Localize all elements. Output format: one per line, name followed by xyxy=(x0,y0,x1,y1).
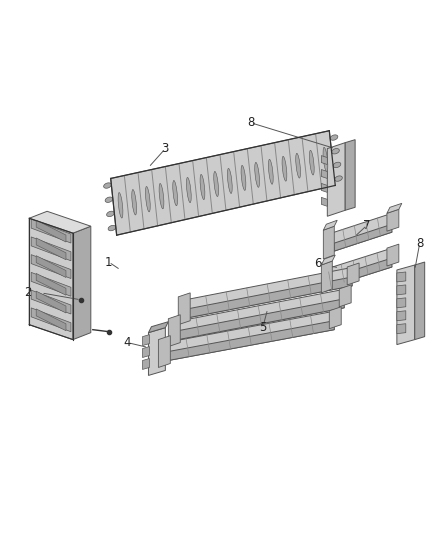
Polygon shape xyxy=(31,255,71,279)
Polygon shape xyxy=(334,224,392,251)
Polygon shape xyxy=(332,258,392,286)
Polygon shape xyxy=(329,249,392,286)
Polygon shape xyxy=(142,346,149,358)
Ellipse shape xyxy=(132,190,137,215)
Text: 3: 3 xyxy=(162,142,169,155)
Polygon shape xyxy=(397,272,406,282)
Polygon shape xyxy=(36,309,66,331)
Polygon shape xyxy=(168,315,180,346)
Ellipse shape xyxy=(332,149,339,154)
Polygon shape xyxy=(321,169,327,179)
Ellipse shape xyxy=(200,174,205,199)
Text: 8: 8 xyxy=(247,116,254,130)
Polygon shape xyxy=(397,324,406,334)
Ellipse shape xyxy=(241,165,246,190)
Polygon shape xyxy=(323,226,334,259)
Polygon shape xyxy=(29,211,91,233)
Polygon shape xyxy=(397,265,415,345)
Polygon shape xyxy=(165,312,334,360)
Polygon shape xyxy=(387,203,402,213)
Polygon shape xyxy=(397,285,406,295)
Polygon shape xyxy=(321,261,332,293)
Polygon shape xyxy=(339,285,351,307)
Polygon shape xyxy=(31,219,71,243)
Ellipse shape xyxy=(106,211,114,216)
Polygon shape xyxy=(36,220,66,242)
Ellipse shape xyxy=(173,181,177,206)
Polygon shape xyxy=(321,156,327,165)
Ellipse shape xyxy=(187,177,191,203)
Polygon shape xyxy=(331,214,392,251)
Polygon shape xyxy=(159,336,170,367)
Polygon shape xyxy=(323,220,337,230)
Polygon shape xyxy=(31,308,71,332)
Ellipse shape xyxy=(214,172,219,197)
Ellipse shape xyxy=(309,150,314,175)
Ellipse shape xyxy=(105,197,113,203)
Polygon shape xyxy=(397,298,406,308)
Ellipse shape xyxy=(323,147,328,172)
Ellipse shape xyxy=(118,192,123,218)
Ellipse shape xyxy=(255,163,260,187)
Polygon shape xyxy=(36,291,66,313)
Polygon shape xyxy=(111,131,335,235)
Polygon shape xyxy=(188,277,352,318)
Polygon shape xyxy=(29,218,73,340)
Ellipse shape xyxy=(104,183,111,188)
Polygon shape xyxy=(321,183,327,192)
Polygon shape xyxy=(178,299,344,340)
Ellipse shape xyxy=(227,168,232,193)
Polygon shape xyxy=(148,328,165,375)
Polygon shape xyxy=(168,321,334,360)
Polygon shape xyxy=(36,273,66,295)
Text: 6: 6 xyxy=(314,256,322,270)
Ellipse shape xyxy=(296,154,300,178)
Polygon shape xyxy=(185,268,352,318)
Polygon shape xyxy=(36,256,66,278)
Polygon shape xyxy=(142,335,149,345)
Text: 5: 5 xyxy=(259,321,266,334)
Polygon shape xyxy=(73,226,91,340)
Polygon shape xyxy=(327,143,345,216)
Polygon shape xyxy=(387,209,399,231)
Ellipse shape xyxy=(330,135,338,140)
Polygon shape xyxy=(178,293,190,325)
Polygon shape xyxy=(36,238,66,260)
Polygon shape xyxy=(321,255,335,265)
Ellipse shape xyxy=(268,159,273,184)
Text: 1: 1 xyxy=(105,255,113,269)
Polygon shape xyxy=(31,272,71,296)
Ellipse shape xyxy=(145,187,150,212)
Polygon shape xyxy=(397,311,406,321)
Polygon shape xyxy=(415,262,425,340)
Ellipse shape xyxy=(282,156,287,181)
Polygon shape xyxy=(31,237,71,261)
Polygon shape xyxy=(321,197,327,206)
Polygon shape xyxy=(329,307,341,329)
Polygon shape xyxy=(148,322,168,333)
Polygon shape xyxy=(387,244,399,266)
Ellipse shape xyxy=(108,225,116,231)
Polygon shape xyxy=(347,263,359,285)
Text: 8: 8 xyxy=(416,237,424,249)
Text: 7: 7 xyxy=(363,219,371,232)
Ellipse shape xyxy=(159,183,164,209)
Text: 4: 4 xyxy=(124,336,131,349)
Polygon shape xyxy=(175,290,344,340)
Ellipse shape xyxy=(335,176,343,181)
Polygon shape xyxy=(345,140,355,211)
Ellipse shape xyxy=(333,162,341,167)
Text: 2: 2 xyxy=(25,286,32,300)
Polygon shape xyxy=(31,290,71,314)
Polygon shape xyxy=(142,359,149,369)
